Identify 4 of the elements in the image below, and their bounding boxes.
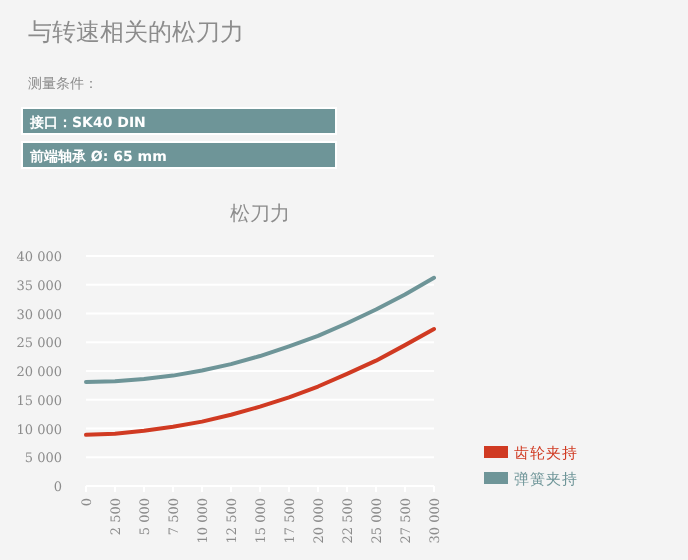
line-series [84,275,436,384]
chart-title: 松刀力 [230,202,290,226]
text: 与转速相关的松刀力 [28,18,244,46]
line-series [84,327,436,437]
